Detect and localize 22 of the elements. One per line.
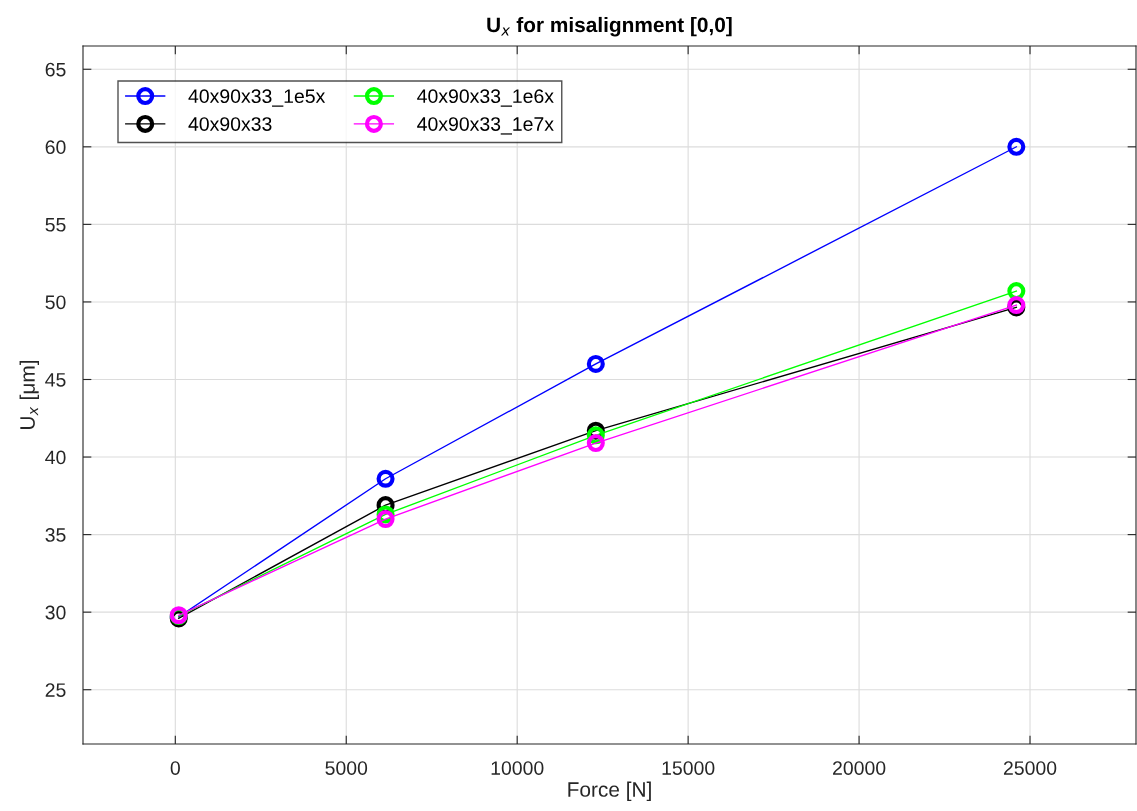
y-tick-label: 55 [45,218,66,232]
y-tick-label: 35 [45,528,66,542]
y-tick-label: 40 [45,450,66,465]
chart-title: U$_{x}$ for misalignment [0,0] [487,16,732,37]
legend-label: 40x90x33_1e6x [417,89,554,107]
x-tick-label: 15000 [662,761,715,775]
legend-label: 40x90x33_1e7x [417,117,554,135]
x-tick-label: 25000 [1003,761,1057,775]
x-axis-title: Force [N] [568,781,651,801]
y-tick-label: 65 [45,62,66,77]
x-tick-label: 5000 [325,761,368,775]
y-axis-title: U$_{x}$ [μm] [19,360,39,430]
y-tick-label: 50 [45,295,66,310]
x-tick-label: 10000 [491,761,544,775]
legend-label: 40x90x33_1e5x [188,89,326,107]
y-tick-label: 25 [45,683,66,697]
y-tick-label: 45 [45,373,66,387]
legend-label: 40x90x33 [188,117,272,131]
y-tick-label: 60 [45,140,66,155]
x-tick-label: 0 [170,761,180,775]
y-tick-label: 30 [45,605,66,620]
x-tick-label: 20000 [833,761,886,775]
